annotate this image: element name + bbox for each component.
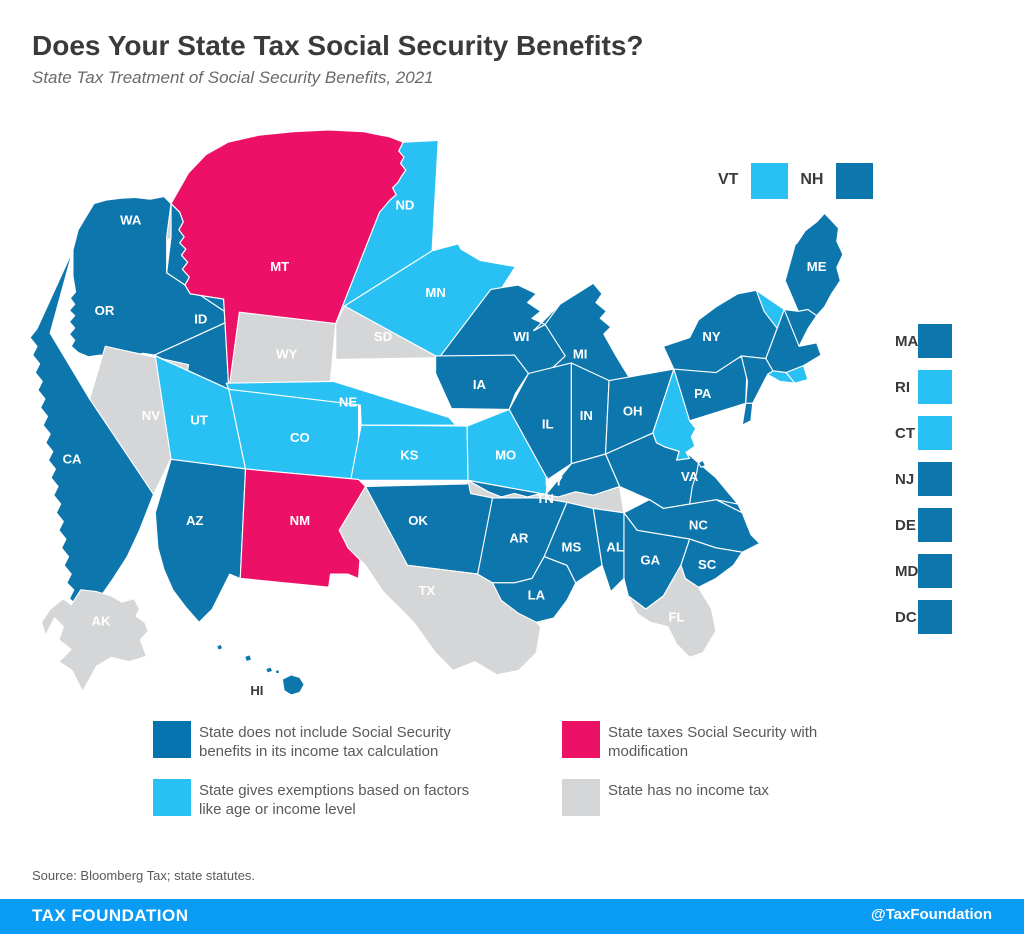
svg-text:FL: FL	[668, 609, 684, 624]
svg-text:LA: LA	[528, 587, 546, 602]
svg-text:IL: IL	[542, 417, 554, 432]
svg-text:NM: NM	[290, 513, 310, 528]
svg-text:AR: AR	[509, 531, 528, 546]
svg-text:ME: ME	[807, 259, 827, 274]
svg-text:MO: MO	[495, 447, 516, 462]
svg-text:ID: ID	[194, 312, 207, 327]
svg-text:UT: UT	[190, 412, 208, 427]
svg-text:NE: NE	[339, 395, 357, 410]
svg-text:MS: MS	[562, 539, 582, 554]
svg-text:NV: NV	[142, 408, 160, 423]
svg-text:VA: VA	[681, 469, 699, 484]
svg-text:PA: PA	[694, 386, 712, 401]
svg-text:WI: WI	[513, 329, 529, 344]
svg-text:HI: HI	[250, 683, 263, 698]
svg-text:MN: MN	[425, 285, 445, 300]
svg-text:TX: TX	[418, 583, 435, 598]
svg-text:CA: CA	[63, 452, 82, 467]
svg-text:OH: OH	[623, 404, 643, 419]
svg-text:AK: AK	[91, 614, 110, 629]
svg-text:OR: OR	[95, 303, 115, 318]
svg-text:WA: WA	[120, 213, 142, 228]
svg-text:AL: AL	[606, 539, 624, 554]
svg-text:GA: GA	[640, 552, 660, 567]
svg-text:NY: NY	[702, 329, 720, 344]
svg-text:KY: KY	[545, 474, 563, 489]
svg-text:ND: ND	[395, 198, 414, 213]
svg-text:SD: SD	[374, 329, 392, 344]
svg-text:KS: KS	[400, 447, 418, 462]
svg-text:IA: IA	[473, 377, 487, 392]
svg-text:OK: OK	[408, 513, 428, 528]
svg-text:MI: MI	[573, 347, 588, 362]
svg-text:WY: WY	[276, 347, 297, 362]
svg-text:SC: SC	[698, 557, 717, 572]
svg-text:TN: TN	[536, 491, 554, 506]
svg-text:NC: NC	[689, 517, 708, 532]
svg-text:CO: CO	[290, 430, 310, 445]
svg-text:MT: MT	[270, 259, 289, 274]
svg-text:IN: IN	[580, 408, 593, 423]
svg-text:AZ: AZ	[186, 513, 204, 528]
